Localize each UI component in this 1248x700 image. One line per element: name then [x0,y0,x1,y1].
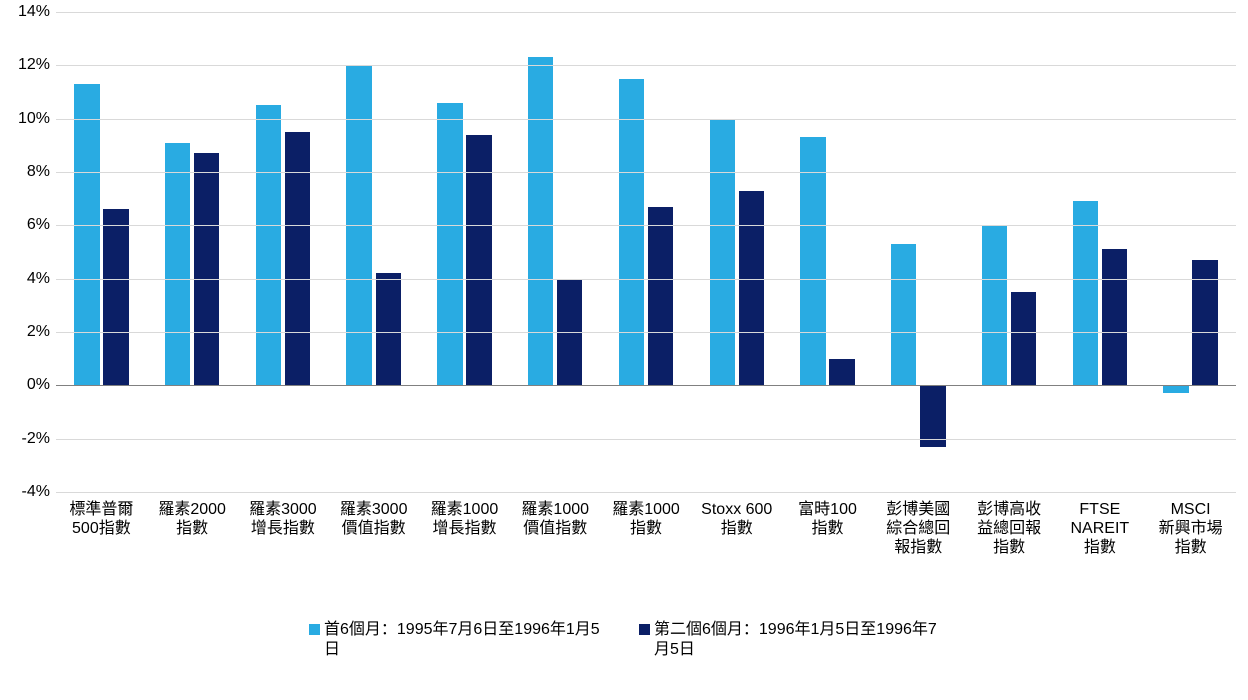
bar [829,359,854,386]
y-tick-label: 8% [27,163,50,181]
legend-label: 首6個月：1995年7月6日至1996年1月5日 [324,620,609,660]
gridline [56,279,1236,280]
y-tick-label: 10% [18,110,50,128]
bar [1102,249,1127,385]
bar [528,57,553,385]
bar [256,105,281,385]
y-tick-label: 2% [27,323,50,341]
gridline [56,65,1236,66]
bar [103,209,128,385]
y-tick-label: 6% [27,216,50,234]
x-axis-label: 彭博高收益總回報指數 [964,500,1055,558]
x-axis-label: 羅素1000增長指數 [419,500,510,538]
x-axis-label: 羅素2000指數 [147,500,238,538]
x-axis-label: 羅素1000指數 [601,500,692,538]
bar [376,273,401,385]
x-axis-label: Stoxx 600指數 [691,500,782,538]
legend-swatch [639,624,650,635]
gridline [56,225,1236,226]
bar [165,143,190,386]
bar [194,153,219,385]
y-tick-label: -4% [22,483,50,501]
plot-area: 標準普爾500指數羅素2000指數羅素3000增長指數羅素3000價值指數羅素1… [56,12,1236,492]
bars-layer [56,12,1236,492]
bar [739,191,764,386]
bar [74,84,99,385]
legend: 首6個月：1995年7月6日至1996年1月5日 第二個6個月：1996年1月5日… [0,620,1248,660]
bar [710,119,735,386]
y-tick-label: 4% [27,270,50,288]
bar [800,137,825,385]
bar [1163,385,1188,393]
x-axis-label: 富時100指數 [782,500,873,538]
bar-chart: 標準普爾500指數羅素2000指數羅素3000增長指數羅素3000價值指數羅素1… [0,0,1248,700]
bar [1073,201,1098,385]
x-axis-label: 羅素3000價值指數 [328,500,419,538]
x-axis-label: FTSENAREIT指數 [1054,500,1145,558]
bar [1011,292,1036,385]
gridline [56,439,1236,440]
y-tick-label: 14% [18,3,50,21]
legend-item: 第二個6個月：1996年1月5日至1996年7月5日 [639,620,939,660]
bar [437,103,462,386]
bar [285,132,310,385]
bar [648,207,673,386]
y-tick-label: 0% [27,376,50,394]
zero-gridline [56,385,1236,386]
gridline [56,332,1236,333]
bar [619,79,644,386]
x-axis-label: 彭博美國綜合總回報指數 [873,500,964,558]
gridline [56,172,1236,173]
x-axis-label: MSCI新興市場指數 [1145,500,1236,558]
y-tick-label: -2% [22,430,50,448]
bar [920,385,945,446]
bar [982,225,1007,385]
y-tick-label: 12% [18,56,50,74]
gridline [56,119,1236,120]
bar [891,244,916,385]
legend-label: 第二個6個月：1996年1月5日至1996年7月5日 [654,620,939,660]
x-axis-label: 羅素3000增長指數 [238,500,329,538]
legend-item: 首6個月：1995年7月6日至1996年1月5日 [309,620,609,660]
legend-swatch [309,624,320,635]
x-axis-label: 標準普爾500指數 [56,500,147,538]
x-axis-label: 羅素1000價值指數 [510,500,601,538]
gridline [56,12,1236,13]
gridline [56,492,1236,493]
